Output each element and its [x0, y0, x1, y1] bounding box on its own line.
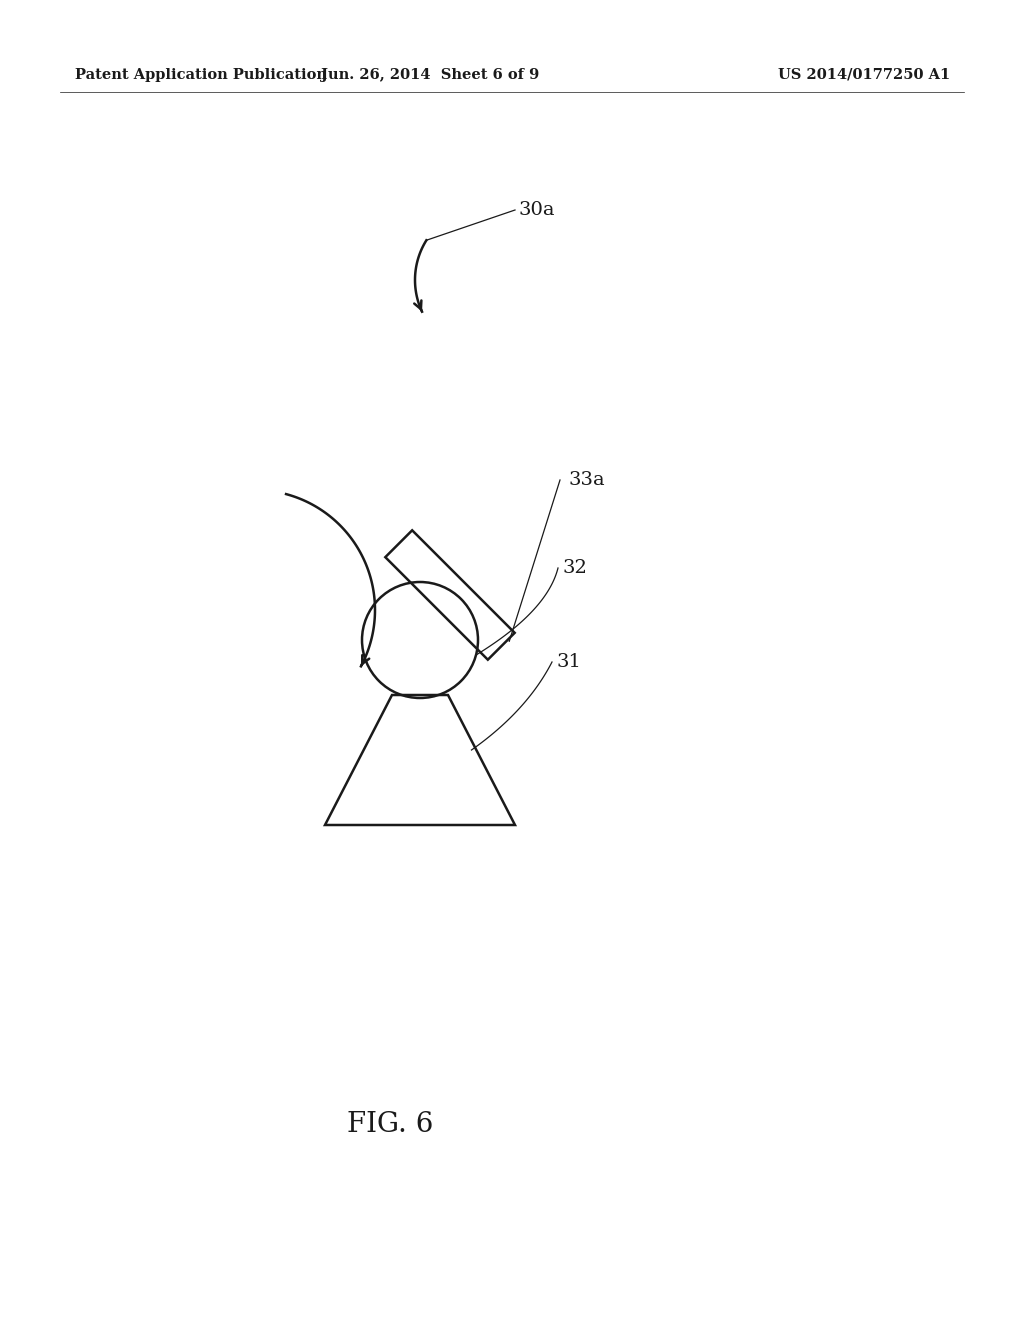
Text: Jun. 26, 2014  Sheet 6 of 9: Jun. 26, 2014 Sheet 6 of 9	[321, 69, 539, 82]
Text: US 2014/0177250 A1: US 2014/0177250 A1	[778, 69, 950, 82]
Text: FIG. 6: FIG. 6	[347, 1111, 433, 1138]
Text: 31: 31	[556, 653, 581, 671]
Text: 30a: 30a	[518, 201, 555, 219]
Text: 33a: 33a	[568, 471, 604, 488]
Text: 32: 32	[562, 558, 587, 577]
Text: Patent Application Publication: Patent Application Publication	[75, 69, 327, 82]
